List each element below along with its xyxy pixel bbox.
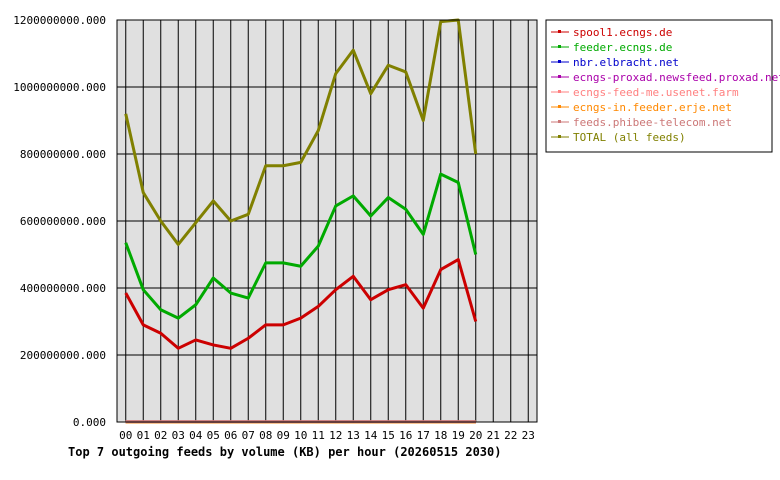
legend-label: ecngs-feed-me.usenet.farm (573, 86, 739, 99)
x-tick-label: 13 (347, 429, 360, 442)
x-tick-label: 14 (364, 429, 378, 442)
y-tick-label: 400000000.000 (20, 282, 106, 295)
y-tick-label: 600000000.000 (20, 215, 106, 228)
x-tick-label: 11 (312, 429, 325, 442)
series-line (124, 258, 478, 350)
x-tick-label: 03 (172, 429, 185, 442)
legend-box (545, 19, 773, 153)
x-tick-label: 22 (504, 429, 517, 442)
x-tick-label: 12 (329, 429, 342, 442)
x-tick-label: 00 (119, 429, 132, 442)
y-tick-label: 0.000 (73, 416, 106, 429)
legend-label: ecngs-proxad.newsfeed.proxad.net (573, 71, 780, 84)
y-tick-label: 200000000.000 (20, 349, 106, 362)
x-tick-label: 20 (469, 429, 482, 442)
legend-label: feeds.phibee-telecom.net (573, 116, 732, 129)
grid (117, 19, 537, 423)
y-tick-label: 1200000000.000 (13, 14, 106, 27)
y-tick-label: 1000000000.000 (13, 81, 106, 94)
y-axis: 0.000 200000000.000 400000000.000 600000000… (13, 14, 106, 429)
x-tick-label: 18 (434, 429, 447, 442)
legend: spool1.ecngs.de feeder.ecngs.de nbr.elbrac… (545, 19, 780, 153)
x-axis: 00 01 02 03 04 05 06 07 08 09 10 11 12 13 14 15 16 17 18 19… (119, 429, 535, 442)
legend-marker (558, 90, 561, 93)
legend-label: feeder.ecngs.de (573, 41, 672, 54)
legend-label: ecngs-in.feeder.erje.net (573, 101, 732, 114)
x-tick-label: 10 (294, 429, 307, 442)
legend-marker (558, 105, 561, 108)
plot-frame (116, 19, 538, 423)
legend-label: nbr.elbracht.net (573, 56, 679, 69)
x-tick-label: 09 (277, 429, 290, 442)
y-tick-label: 800000000.000 (20, 148, 106, 161)
x-tick-label: 04 (189, 429, 203, 442)
legend-label: spool1.ecngs.de (573, 26, 672, 39)
series-line (124, 172, 478, 320)
x-tick-label: 15 (382, 429, 395, 442)
legend-marker (558, 75, 561, 78)
x-tick-label: 05 (207, 429, 220, 442)
series-line (124, 18, 478, 246)
x-tick-label: 02 (154, 429, 167, 442)
x-tick-label: 21 (487, 429, 500, 442)
x-tick-label: 08 (259, 429, 272, 442)
x-tick-label: 23 (522, 429, 535, 442)
x-tick-label: 07 (242, 429, 255, 442)
chart-title: Top 7 outgoing feeds by volume (KB) per … (68, 445, 501, 459)
legend-marker (558, 60, 561, 63)
x-tick-label: 06 (224, 429, 237, 442)
legend-marker (558, 135, 561, 138)
legend-marker (558, 45, 561, 48)
x-tick-label: 17 (417, 429, 430, 442)
legend-marker (558, 120, 561, 123)
legend-label: TOTAL (all feeds) (573, 131, 686, 144)
legend-marker (558, 30, 561, 33)
x-tick-label: 19 (452, 429, 465, 442)
x-tick-label: 16 (399, 429, 412, 442)
x-tick-label: 01 (137, 429, 150, 442)
